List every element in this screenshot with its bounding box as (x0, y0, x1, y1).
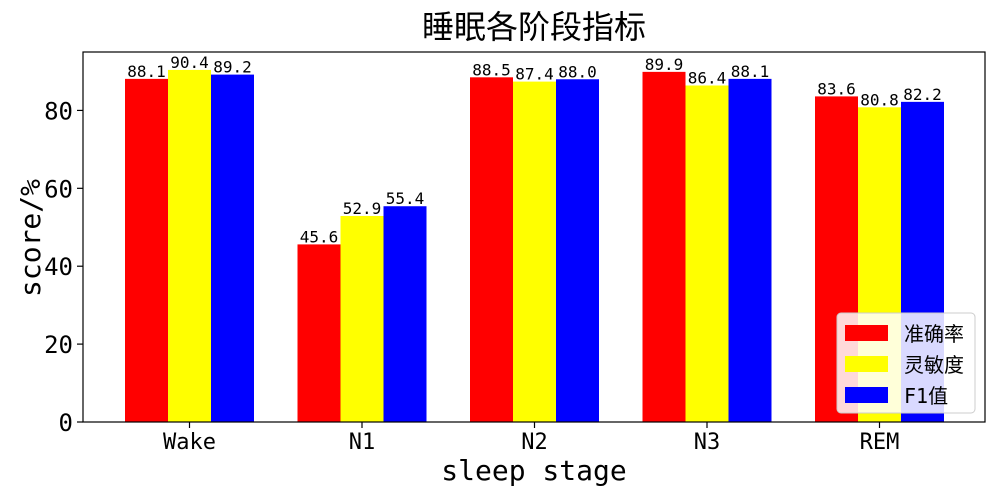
x-tick-label: N2 (521, 430, 548, 455)
bar-value-label: 82.2 (903, 85, 942, 104)
bar-value-label: 89.2 (213, 58, 252, 77)
bar-value-label: 83.6 (817, 79, 856, 98)
bar (470, 77, 513, 422)
bar (642, 71, 686, 422)
bar-value-label: 55.4 (386, 189, 425, 208)
x-tick-label: Wake (163, 430, 216, 455)
bar (685, 85, 729, 422)
legend-swatch (845, 325, 888, 341)
bar-value-label: 87.4 (515, 65, 554, 84)
bar (297, 244, 341, 422)
legend-swatch (845, 356, 888, 372)
y-tick-label: 20 (44, 331, 73, 359)
x-axis-label: sleep stage (441, 454, 626, 487)
bar-value-label: 90.4 (170, 53, 209, 72)
y-tick-label: 40 (44, 253, 73, 281)
bar (728, 78, 772, 422)
x-tick-label: N1 (349, 430, 376, 455)
y-tick-label: 80 (44, 97, 73, 125)
bar (211, 74, 254, 422)
x-tick-label: REM (860, 430, 900, 455)
bar-value-label: 88.1 (127, 62, 166, 81)
bar (340, 215, 384, 422)
bar-value-label: 88.5 (472, 60, 511, 79)
bar (125, 78, 168, 422)
bar (513, 81, 556, 422)
x-tick-label: N3 (694, 430, 721, 455)
bar-value-label: 88.1 (731, 62, 770, 81)
y-tick-label: 60 (44, 175, 73, 203)
bar-value-label: 52.9 (343, 199, 382, 218)
legend-swatch (845, 387, 888, 403)
bar-value-label: 80.8 (860, 90, 899, 109)
bar (383, 206, 427, 422)
bar (168, 69, 211, 423)
legend-label: F1值 (904, 384, 948, 408)
bar-value-label: 86.4 (688, 68, 727, 87)
bar-value-label: 89.9 (645, 55, 684, 74)
legend-label: 灵敏度 (904, 353, 964, 377)
bar (556, 79, 599, 423)
bar-value-label: 45.6 (300, 227, 339, 246)
y-axis-label: score/% (14, 179, 47, 297)
bar-value-label: 88.0 (558, 62, 597, 81)
y-tick-label: 0 (59, 409, 73, 437)
chart-title: 睡眠各阶段指标 (422, 8, 646, 46)
legend-label: 准确率 (904, 322, 964, 346)
